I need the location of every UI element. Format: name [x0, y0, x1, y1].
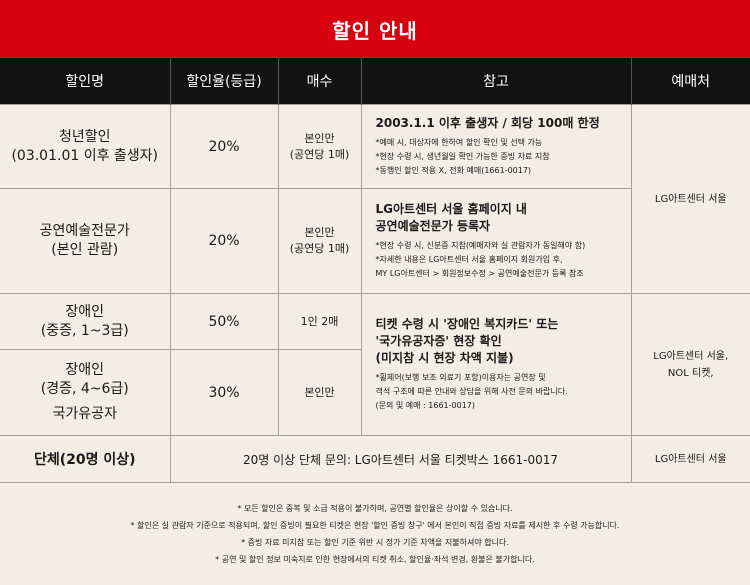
youth-note-cell: 2003.1.1 이후 출생자 / 회당 100매 한정 *예매 시, 대상자에… [360, 104, 632, 189]
youth-rate: 20% [169, 104, 279, 189]
footnotes: * 모든 할인은 중복 및 소급 적용이 불가하며, 공연별 할인율은 상이할 … [0, 500, 750, 568]
header-booking-place: 예매처 [630, 58, 750, 105]
youth-note-sub: *예매 시, 대상자에 한하여 할인 확인 및 선택 가능 *현장 수령 시, … [376, 136, 631, 178]
disabled-mild-name-cell: 장애인 (경증, 4~6급) 국가유공자 [0, 349, 171, 436]
youth-name-cell: 청년할인 (03.01.01 이후 출생자) [0, 104, 171, 189]
youth-qty-detail: (공연당 1매) [289, 147, 350, 161]
note-line: (문의 및 예매 : 1661-0017) [375, 401, 476, 410]
booking-place-top: LG아트센터 서울 [630, 104, 750, 294]
pro-note-cell: LG아트센터 서울 홈페이지 내 공연예술전문가 등록자 *현장 수령 시, 신… [360, 188, 631, 294]
place-line: NOL 티켓, [667, 367, 714, 379]
disabled-note-main: 티켓 수령 시 '장애인 복지카드' 또는 '국가유공자증' 현장 확인 (미지… [376, 316, 631, 367]
pro-note-sub: *현장 수령 시, 신분증 지참(예매자와 실 관람자가 동일해야 함) *자세… [376, 239, 631, 281]
pro-name-detail: (본인 관람) [51, 242, 119, 258]
note-line: *휠체어(보행 보조 의료기 포함)이용자는 공연장 및 [375, 373, 546, 382]
note-line: *예매 시, 대상자에 한하여 할인 확인 및 선택 가능 [375, 138, 543, 147]
footnote: * 증빙 자료 미지참 또는 할인 기준 위반 시 정가 기준 차액을 지불하셔… [241, 538, 509, 547]
youth-name-detail: (03.01.01 이후 출생자) [11, 147, 159, 164]
youth-name: 청년할인 [58, 128, 111, 145]
group-info: 20명 이상 단체 문의: LG아트센터 서울 티켓박스 1661-0017 [169, 435, 632, 483]
footnote: * 모든 할인은 중복 및 소급 적용이 불가하며, 공연별 할인율은 상이할 … [237, 504, 513, 513]
note-main-line: (미지참 시 현장 차액 지불) [375, 351, 514, 365]
table-header-row: 할인명 할인율(등급) 매수 참고 예매처 [0, 58, 750, 105]
note-main-line: LG아트센터 서울 홈페이지 내 [375, 202, 527, 216]
disabled-severe-rate: 50% [169, 293, 279, 350]
group-name: 단체(20명 이상) [0, 435, 171, 483]
youth-qty-cell: 본인만 (공연당 1매) [277, 104, 362, 189]
table-row: 장애인 (경증, 4~6급) 국가유공자 30% 본인만 [0, 349, 750, 436]
note-main-line: 공연예술전문가 등록자 [375, 219, 491, 233]
note-line: *현장 수령 시, 신분증 지참(예매자와 실 관람자가 동일해야 함) [375, 241, 586, 250]
table-row: 공연예술전문가 (본인 관람) 20% 본인만 (공연당 1매) LG아트센터 … [0, 188, 750, 294]
header-discount-rate: 할인율(등급) [169, 58, 278, 105]
note-line: MY LG아트센터 > 회원정보수정 > 공연예술전문가 등록 참조 [375, 269, 584, 278]
pro-name-cell: 공연예술전문가 (본인 관람) [0, 188, 171, 294]
pro-qty-detail: (공연당 1매) [289, 242, 350, 255]
youth-qty: 본인만 [304, 131, 335, 145]
note-line: *동행인 할인 적용 X, 전화 예매(1661-0017) [375, 166, 532, 175]
disabled-note-cell: 티켓 수령 시 '장애인 복지카드' 또는 '국가유공자증' 현장 확인 (미지… [360, 293, 632, 436]
disabled-severe-name-cell: 장애인 (중증, 1~3급) [0, 293, 171, 350]
note-line: 객석 구조에 따른 안내와 상담을 위해 사전 문의 바랍니다. [375, 387, 568, 396]
note-line: *자세한 내용은 LG아트센터 서울 홈페이지 회원가입 후, [375, 255, 563, 264]
veterans-name: 국가유공자 [52, 406, 117, 422]
disabled-mild-name: 장애인 [65, 362, 105, 378]
disabled-severe-name: 장애인 [65, 303, 105, 320]
pro-note-main: LG아트센터 서울 홈페이지 내 공연예술전문가 등록자 [376, 201, 631, 235]
table-row: 단체(20명 이상) 20명 이상 단체 문의: LG아트센터 서울 티켓박스 … [0, 435, 750, 483]
footnote: * 공연 및 할인 정보 미숙지로 인한 현장에서의 티켓 취소, 할인율·좌석… [215, 555, 535, 564]
note-main-line: 티켓 수령 시 '장애인 복지카드' 또는 [375, 317, 559, 331]
disabled-severe-qty: 1인 2매 [277, 293, 362, 350]
table-row: 장애인 (중증, 1~3급) 50% 1인 2매 티켓 수령 시 '장애인 복지… [0, 293, 750, 436]
page-title: 할인 안내 [0, 0, 750, 58]
header-notes: 참고 [360, 58, 631, 105]
header-discount-name: 할인명 [0, 58, 170, 105]
pro-qty: 본인만 [304, 226, 335, 239]
disabled-severe-detail: (중증, 1~3급) [40, 322, 129, 339]
footnote: * 할인은 실 관람자 기준으로 적용되며, 할인 증빙이 필요한 티켓은 현장… [130, 521, 620, 530]
disabled-note-sub: *휠체어(보행 보조 의료기 포함)이용자는 공연장 및 객석 구조에 따른 안… [376, 371, 631, 413]
pro-name: 공연예술전문가 [39, 223, 130, 239]
youth-note-main: 2003.1.1 이후 출생자 / 회당 100매 한정 [375, 116, 600, 130]
place-line: LG아트센터 서울, [653, 350, 729, 362]
disabled-mild-qty: 본인만 [277, 349, 361, 436]
note-main-line: '국가유공자증' 현장 확인 [375, 334, 502, 348]
table-row: 청년할인 (03.01.01 이후 출생자) 20% 본인만 (공연당 1매) … [0, 104, 750, 294]
note-line: *현장 수령 시, 생년월일 확인 가능한 증빙 자료 지참 [375, 152, 550, 161]
pro-qty-cell: 본인만 (공연당 1매) [277, 188, 362, 294]
disabled-mild-detail: (경증, 4~6급) [40, 381, 129, 397]
booking-place-group: LG아트센터 서울 [630, 435, 750, 483]
header-quantity: 매수 [277, 58, 361, 105]
disabled-mild-rate: 30% [169, 349, 279, 436]
pro-rate: 20% [169, 188, 279, 294]
discount-table: 할인명 할인율(등급) 매수 참고 예매처 청년할인 (03.01.01 이후 … [0, 58, 750, 483]
booking-place-mid: LG아트센터 서울, NOL 티켓, [630, 293, 750, 436]
